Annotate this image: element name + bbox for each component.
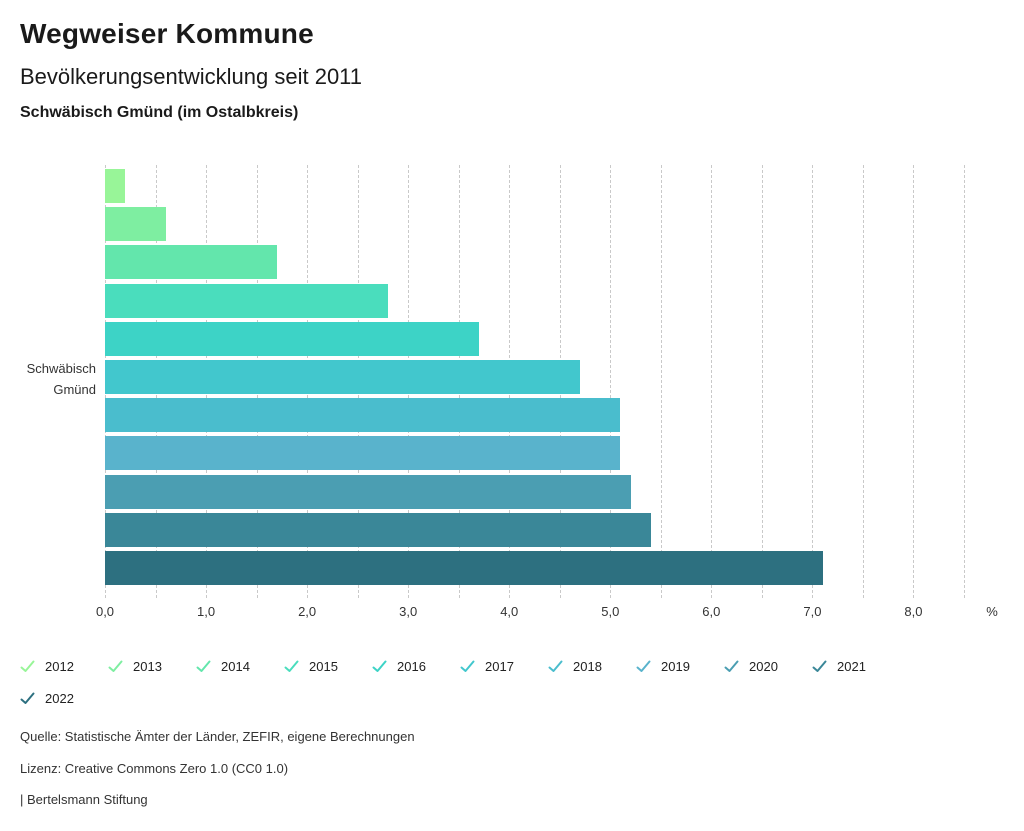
x-axis-unit-label: % [986, 604, 998, 619]
y-axis-label-line: Gmünd [53, 382, 96, 397]
y-axis-label-line: Schwäbisch [26, 361, 96, 376]
legend-item-label: 2021 [837, 658, 866, 674]
legend-item-2013[interactable]: 2013 [108, 650, 196, 682]
x-tick-label: 8,0 [904, 604, 923, 619]
legend-item-2019[interactable]: 2019 [636, 650, 724, 682]
bar-2018[interactable] [105, 398, 621, 433]
checkmark-icon [108, 660, 123, 672]
checkmark-icon [812, 660, 827, 672]
bar-2021[interactable] [105, 512, 651, 547]
chart-title: Bevölkerungsentwicklung seit 2011 [20, 64, 363, 89]
legend-item-2022[interactable]: 2022 [20, 682, 108, 714]
legend-item-label: 2012 [45, 658, 74, 674]
legend-item-2020[interactable]: 2020 [724, 650, 812, 682]
legend-item-2018[interactable]: 2018 [548, 650, 636, 682]
legend-item-label: 2016 [397, 658, 426, 674]
bar-2017[interactable] [105, 360, 580, 394]
checkmark-icon [724, 660, 739, 672]
x-tick-label: 2,0 [298, 604, 317, 619]
legend-item-label: 2015 [309, 658, 338, 674]
gridline [660, 165, 662, 598]
gridline [761, 165, 763, 598]
bar-2019[interactable] [105, 436, 621, 471]
bar-2014[interactable] [105, 245, 277, 280]
attribution-text: | Bertelsmann Stiftung [20, 792, 148, 807]
legend-item-2015[interactable]: 2015 [284, 650, 372, 682]
bar-2020[interactable] [105, 474, 631, 509]
x-tick-label: 0,0 [95, 604, 115, 619]
checkmark-icon [636, 660, 651, 672]
legend-item-label: 2019 [661, 658, 690, 674]
x-tick-label: 1,0 [197, 604, 216, 619]
legend-item-2012[interactable]: 2012 [20, 650, 108, 682]
source-text: Quelle: Statistische Ämter der Länder, Z… [20, 729, 415, 744]
legend-item-label: 2018 [573, 658, 602, 674]
x-tick-label: 3,0 [399, 604, 418, 619]
bar-2022[interactable] [105, 551, 823, 585]
checkmark-icon [460, 660, 475, 672]
gridline [964, 165, 965, 598]
y-axis-category-label: Schwäbisch Gmünd [0, 358, 96, 400]
checkmark-icon [284, 660, 299, 672]
gridline [711, 165, 713, 598]
chart-region: Schwäbisch Gmünd (im Ostalbkreis) [20, 104, 299, 121]
checkmark-icon [20, 692, 35, 704]
x-tick-label: 7,0 [803, 604, 822, 619]
legend-item-label: 2022 [45, 690, 74, 706]
legend-item-2016[interactable]: 2016 [372, 650, 460, 682]
x-tick-label: 6,0 [702, 604, 721, 619]
checkmark-icon [548, 660, 563, 672]
plot-area [105, 165, 965, 598]
license-text: Lizenz: Creative Commons Zero 1.0 (CC0 1… [20, 761, 289, 776]
legend-item-label: 2017 [485, 658, 514, 674]
app-title: Wegweiser Kommune [20, 18, 314, 49]
legend-item-label: 2020 [749, 658, 778, 674]
gridline [913, 165, 915, 598]
gridline [862, 165, 864, 598]
checkmark-icon [372, 660, 387, 672]
legend-item-2021[interactable]: 2021 [812, 650, 900, 682]
x-axis: 0,0 1,0 2,0 3,0 4,0 5,0 6,0 7,0 8,0% [96, 604, 1024, 622]
checkmark-icon [20, 660, 35, 672]
legend-item-2017[interactable]: 2017 [460, 650, 548, 682]
checkmark-icon [196, 660, 211, 672]
bar-2012[interactable] [105, 169, 126, 203]
legend-item-label: 2014 [221, 658, 250, 674]
legend: 2012 2013 2014 2015 2016 2017 2018 2019 2020 2021… [20, 650, 910, 714]
gridline [610, 165, 612, 598]
x-tick-label: 4,0 [500, 604, 519, 619]
legend-item-2014[interactable]: 2014 [196, 650, 284, 682]
bar-2015[interactable] [105, 283, 388, 318]
gridline [812, 165, 814, 598]
legend-item-label: 2013 [133, 658, 162, 674]
x-tick-label: 5,0 [601, 604, 620, 619]
bar-2013[interactable] [105, 207, 166, 242]
bar-2016[interactable] [105, 321, 479, 356]
